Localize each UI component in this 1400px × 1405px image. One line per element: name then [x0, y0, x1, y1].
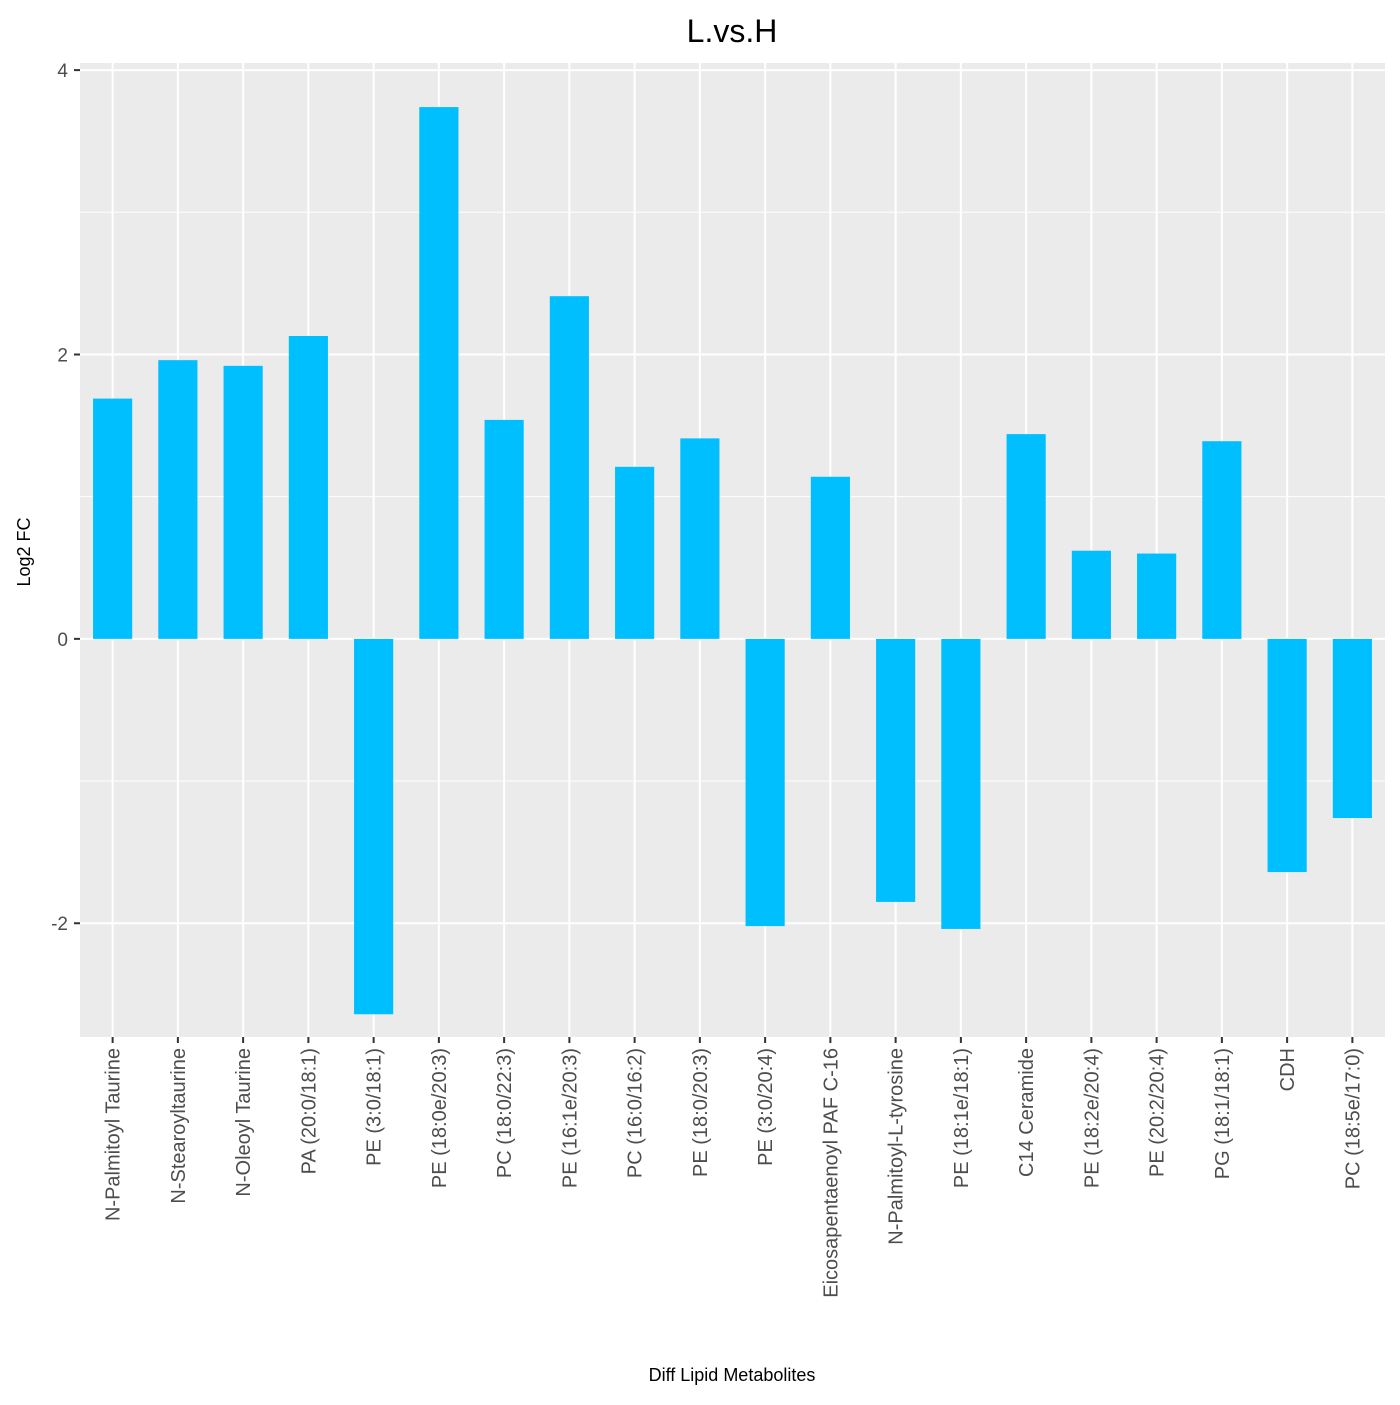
x-tick-label: PE (3:0/18:1) [364, 1048, 386, 1166]
y-axis-label: Log2 FC [14, 517, 34, 586]
x-tick-label: N-Palmitoyl Taurine [103, 1048, 125, 1221]
x-tick-label: PE (18:0/20:3) [690, 1048, 712, 1177]
bar-3 [223, 365, 263, 639]
bar-5 [354, 638, 394, 1015]
bar-6 [419, 107, 459, 639]
bar-20 [1332, 638, 1372, 819]
bar-13 [876, 638, 916, 902]
x-tick-label: PC (16:0/16:2) [625, 1048, 647, 1178]
x-tick-label: PE (20:2/20:4) [1147, 1048, 1169, 1177]
bar-14 [941, 638, 981, 929]
bar-2 [158, 360, 198, 639]
bar-1 [93, 398, 133, 639]
bar-18 [1202, 441, 1242, 639]
bar-15 [1006, 434, 1046, 639]
x-tick-label: PA (20:0/18:1) [298, 1048, 320, 1174]
x-tick-label: C14 Ceramide [1016, 1048, 1038, 1177]
bar-12 [810, 476, 850, 639]
x-tick-label: PE (18:0e/20:3) [429, 1048, 451, 1188]
y-tick-label: 4 [57, 61, 68, 82]
x-tick-label: N-Palmitoyl-L-tyrosine [886, 1048, 908, 1245]
x-tick-label: PC (18:0/22:3) [494, 1048, 516, 1178]
x-tick-label: Eicosapentaenoyl PAF C-16 [820, 1048, 842, 1298]
y-tick-label: -2 [51, 914, 68, 935]
x-tick-label: N-Stearoyltaurine [168, 1048, 190, 1204]
bar-11 [745, 638, 785, 927]
bar-7 [484, 419, 524, 639]
y-tick-label: 2 [57, 345, 68, 366]
x-tick-label: CDH [1277, 1048, 1299, 1091]
x-tick-label: PE (18:2e/20:4) [1081, 1048, 1103, 1188]
x-tick-label: PG (18:1/18:1) [1212, 1048, 1234, 1179]
bar-16 [1071, 550, 1111, 639]
x-tick-label: N-Oleoyl Taurine [233, 1048, 255, 1197]
x-tick-label: PE (16:1e/20:3) [559, 1048, 581, 1188]
bar-8 [549, 296, 589, 639]
bar-19 [1267, 638, 1307, 873]
bar-4 [288, 336, 328, 639]
y-tick-label: 0 [57, 630, 68, 651]
chart-title: L.vs.H [687, 13, 778, 49]
plot-panel [80, 63, 1385, 1037]
x-tick-label: PE (3:0/20:4) [755, 1048, 777, 1166]
x-axis-label: Diff Lipid Metabolites [649, 1365, 816, 1385]
bar-10 [680, 438, 720, 639]
x-tick-label: PE (18:1e/18:1) [951, 1048, 973, 1188]
bar-9 [615, 466, 655, 639]
bar-17 [1137, 553, 1177, 639]
plot-area: -2 0 2 4 N-Palmitoyl Taurine N-Stearoyltaurin… [51, 61, 1385, 1298]
x-tick-label: PC (18:5e/17:0) [1342, 1048, 1364, 1189]
